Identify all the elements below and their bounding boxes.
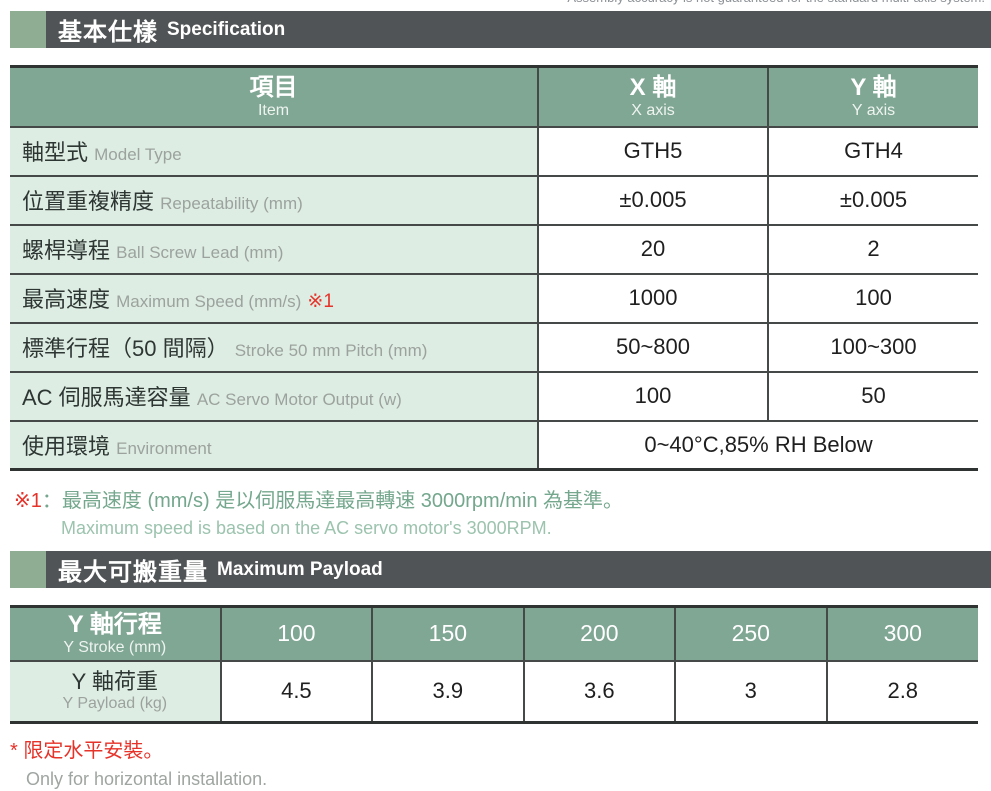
spec-header-item: 項目 Item — [10, 65, 538, 128]
footer-zh: * 限定水平安裝。 — [10, 740, 164, 762]
header-x-zh: X 軸 — [629, 74, 677, 102]
payload-header-label: Y 軸行程 Y Stroke (mm) — [10, 605, 221, 662]
cell-x-repeatability: ±0.005 — [537, 174, 768, 226]
cell-y-repeatability: ±0.005 — [767, 174, 978, 226]
accent-square-icon — [10, 11, 46, 48]
payload-value-250: 3 — [674, 659, 827, 724]
payload-header-row: Y 軸行程 Y Stroke (mm) 100 150 200 250 300 — [10, 605, 978, 662]
table-row: 軸型式 Model Type GTH5 GTH4 — [10, 125, 978, 177]
payload-header-en: Y Stroke (mm) — [63, 638, 167, 656]
label-en: Stroke 50 mm Pitch (mm) — [234, 341, 428, 360]
table-row: 最高速度 Maximum Speed (mm/s) ※1 1000 100 — [10, 272, 978, 324]
label-en: Environment — [116, 438, 212, 458]
table-row: AC 伺服馬達容量 AC Servo Motor Output (w) 100 … — [10, 370, 978, 422]
stroke-column-250: 250 — [674, 605, 827, 662]
section-title-en: Specification — [167, 18, 286, 40]
payload-value-100: 4.5 — [219, 659, 373, 724]
payload-value-150: 3.9 — [371, 659, 524, 724]
cell-y-ball-screw-lead: 2 — [767, 223, 978, 275]
row-label-maximum-speed: 最高速度 Maximum Speed (mm/s) ※1 — [10, 272, 538, 324]
label-zh: 使用環境 — [22, 433, 111, 459]
cell-x-stroke: 50~800 — [537, 321, 768, 373]
stroke-column-150: 150 — [371, 605, 524, 662]
footnote-zh-text: ：最高速度 (mm/s) 是以伺服馬達最高轉速 3000rpm/min 為基準。 — [41, 490, 624, 512]
table-row: 標準行程（50 間隔） Stroke 50 mm Pitch (mm) 50~8… — [10, 321, 978, 373]
label-zh: AC 伺服馬達容量 — [22, 385, 191, 410]
row-label-repeatability: 位置重複精度 Repeatability (mm) — [10, 174, 538, 226]
row-label-stroke: 標準行程（50 間隔） Stroke 50 mm Pitch (mm) — [10, 321, 538, 373]
row-label-servo-output: AC 伺服馬達容量 AC Servo Motor Output (w) — [10, 370, 538, 422]
cell-x-ball-screw-lead: 20 — [537, 223, 768, 275]
accent-square-icon — [10, 551, 46, 588]
payload-row-en: Y Payload (kg) — [62, 694, 168, 712]
stroke-column-200: 200 — [522, 605, 676, 662]
payload-value-300: 2.8 — [825, 659, 978, 724]
section-bar-maximum-payload: 最大可搬重量 Maximum Payload — [10, 551, 991, 588]
table-row: 位置重複精度 Repeatability (mm) ±0.005 ±0.005 — [10, 174, 978, 226]
label-zh: 位置重複精度 — [22, 189, 155, 214]
section-bar-body: 最大可搬重量 Maximum Payload — [46, 551, 991, 588]
spec-footnote: ※1：最高速度 (mm/s) 是以伺服馬達最高轉速 3000rpm/min 為基… — [14, 484, 991, 539]
cell-x-model-type: GTH5 — [537, 125, 768, 177]
row-label-model-type: 軸型式 Model Type — [10, 125, 538, 177]
cell-x-maximum-speed: 1000 — [537, 272, 768, 324]
table-row: 螺桿導程 Ball Screw Lead (mm) 20 2 — [10, 223, 978, 275]
cell-environment-span: 0~40°C,85% RH Below — [537, 419, 978, 471]
section-bar-body: 基本仕樣 Specification — [46, 11, 991, 48]
label-en: AC Servo Motor Output (w) — [196, 390, 402, 409]
cell-x-servo-output: 100 — [537, 370, 768, 422]
header-x-en: X axis — [631, 101, 675, 119]
row-label-ball-screw-lead: 螺桿導程 Ball Screw Lead (mm) — [10, 223, 538, 275]
table-row: 使用環境 Environment 0~40°C,85% RH Below — [10, 419, 978, 471]
header-y-en: Y axis — [851, 101, 896, 119]
cell-y-maximum-speed: 100 — [767, 272, 978, 324]
header-item-en: Item — [257, 101, 290, 119]
label-zh: 軸型式 — [22, 140, 89, 165]
stroke-column-300: 300 — [825, 605, 978, 662]
section-title-zh: 最大可搬重量 — [58, 559, 208, 586]
label-zh: 螺桿導程 — [22, 238, 111, 263]
label-en: Ball Screw Lead (mm) — [116, 243, 284, 262]
payload-value-200: 3.6 — [522, 659, 676, 724]
label-zh: 標準行程（50 間隔） — [22, 336, 229, 361]
footnote-ref-mark: ※1 — [307, 291, 334, 312]
cell-y-model-type: GTH4 — [767, 125, 978, 177]
header-y-zh: Y 軸 — [850, 74, 897, 102]
payload-row-zh: Y 軸荷重 — [71, 669, 159, 695]
cell-y-servo-output: 50 — [767, 370, 978, 422]
footer-en: Only for horizontal installation. — [26, 769, 268, 789]
header-item-zh: 項目 — [249, 74, 298, 102]
top-clipped-disclaimer: Assembly accuracy is not guaranteed for … — [0, 0, 991, 9]
specification-table: 項目 Item X 軸 X axis Y 軸 Y axis 軸型式 Model … — [10, 65, 978, 471]
payload-table: Y 軸行程 Y Stroke (mm) 100 150 200 250 300 … — [10, 605, 978, 724]
label-zh: 最高速度 — [22, 287, 111, 312]
section-title-zh: 基本仕樣 — [58, 19, 158, 46]
footnote-line-zh: ※1：最高速度 (mm/s) 是以伺服馬達最高轉速 3000rpm/min 為基… — [14, 484, 991, 513]
top-disclaimer-text: Assembly accuracy is not guaranteed for … — [567, 0, 985, 5]
payload-value-row: Y 軸荷重 Y Payload (kg) 4.5 3.9 3.6 3 2.8 — [10, 659, 978, 724]
section-bar-specification: 基本仕樣 Specification — [10, 11, 991, 48]
spec-header-row: 項目 Item X 軸 X axis Y 軸 Y axis — [10, 65, 978, 128]
footnote-marker: ※1 — [14, 490, 42, 512]
cell-y-stroke: 100~300 — [767, 321, 978, 373]
label-en: Model Type — [94, 145, 182, 164]
stroke-column-100: 100 — [219, 605, 373, 662]
payload-row-label: Y 軸荷重 Y Payload (kg) — [10, 659, 221, 724]
row-label-environment: 使用環境 Environment — [10, 419, 538, 471]
spec-header-y-axis: Y 軸 Y axis — [767, 65, 978, 128]
label-en: Repeatability (mm) — [160, 194, 303, 213]
spec-header-x-axis: X 軸 X axis — [537, 65, 768, 128]
footnote-line-en: Maximum speed is based on the AC servo m… — [61, 518, 552, 538]
label-en: Maximum Speed (mm/s) — [116, 292, 302, 311]
payload-header-zh: Y 軸行程 — [67, 611, 162, 639]
section-title-en: Maximum Payload — [217, 558, 383, 580]
page-footer-note: * 限定水平安裝。 Only for horizontal installati… — [10, 734, 991, 790]
